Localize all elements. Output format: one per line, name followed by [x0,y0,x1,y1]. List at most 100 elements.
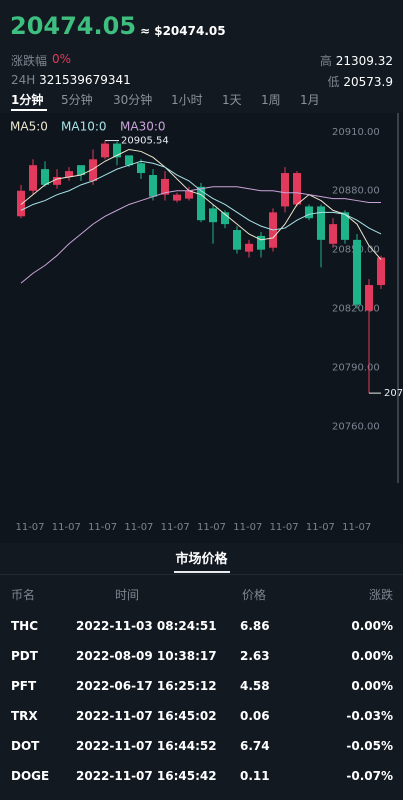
candle-body [197,186,205,221]
divider [0,574,403,575]
cell: TRX [11,709,38,723]
approx-price: ≈ $20474.05 [140,24,226,38]
cell: 6.86 [240,619,270,633]
candle-body [161,178,169,195]
candle-body [137,163,145,174]
max-label: 20905.54 [121,136,169,147]
candle-body [65,171,73,177]
candle-body [377,257,385,286]
section-title: 市场价格 [175,552,228,567]
tab[interactable]: 1小时 [171,93,203,107]
low-label: 低 [327,75,340,89]
y-tick-label: 20820.00 [332,304,380,315]
candle-body [149,175,157,197]
candle-body [353,239,361,305]
high: 高 21309.32 [320,52,393,69]
column-header: 涨跌 [368,588,393,602]
cell: 2022-06-17 16:25:12 [76,679,217,693]
x-tick-label: 11-07 [197,522,226,533]
cell: 0.00% [351,619,393,633]
legend-entry: MA10:0 [61,120,107,134]
y-tick-label: 20910.00 [332,127,380,138]
cell: 0.11 [240,769,270,783]
cell: -0.05% [346,739,393,753]
cell: DOT [11,739,40,753]
ma-line [20,148,382,260]
candle-body [305,206,313,219]
x-tick-label: 11-07 [161,522,190,533]
cell: 2022-11-07 16:44:52 [76,739,217,753]
cell: 2022-08-09 10:38:17 [76,649,217,663]
cell: 2022-11-07 16:45:42 [76,769,217,783]
price: 20474.05 [10,12,137,40]
cell: DOGE [11,769,50,783]
cell: 0.06 [240,709,270,723]
column-header: 币名 [11,588,36,602]
y-tick-label: 20760.00 [332,422,380,433]
low: 低 20573.9 [328,73,393,90]
candle-body [173,194,181,201]
candle-body [221,212,229,225]
candle-body [89,159,97,181]
candle-body [17,190,25,217]
cell: -0.03% [346,709,393,723]
volume-label: 24H [11,73,36,87]
cell: 0.00% [351,649,393,663]
tab[interactable]: 30分钟 [113,93,153,107]
cell: PFT [11,679,37,693]
candle-body [245,243,253,252]
chart: 20760.0020790.0020820.0020850.0020880.00… [0,113,403,543]
ma-line [20,160,382,235]
column-header: 价格 [242,588,267,602]
candle-body [53,176,61,185]
candle-body [329,224,337,244]
x-tick-label: 11-07 [306,522,335,533]
volume-value: 321539679341 [39,73,131,87]
change: 0% [52,52,72,66]
x-tick-label: 11-07 [270,522,299,533]
candle-body [113,143,121,158]
candle-body [77,165,85,176]
candle-body [125,155,133,166]
x-tick-label: 11-07 [233,522,262,533]
tab[interactable]: 1分钟 [11,93,44,107]
x-tick-label: 11-07 [88,522,117,533]
y-tick-label: 20790.00 [332,363,380,374]
candle-body [281,173,289,207]
candle-body [41,169,49,185]
y-tick-label: 20880.00 [332,186,380,197]
tab[interactable]: 5分钟 [61,93,93,107]
candle-body [257,235,265,250]
candle-body [29,165,37,191]
cell: 0.00% [351,679,393,693]
low-value: 20573.9 [343,75,393,89]
cell: PDT [11,649,38,663]
candle-body [209,208,217,223]
high-value: 21309.32 [335,54,393,68]
change-label: 涨跌幅 [11,54,48,68]
tab[interactable]: 1天 [222,93,242,107]
high-label: 高 [319,54,332,68]
candle-body [341,212,349,240]
x-tick-label: 11-07 [124,522,153,533]
tab[interactable]: 1月 [300,93,320,107]
tab-underline [11,109,47,111]
cell: 2022-11-07 16:45:02 [76,709,217,723]
cell: -0.07% [346,769,393,783]
min-label: 20777 [384,388,403,399]
candle-body [293,173,301,205]
column-header: 时间 [115,588,140,602]
section-underline [174,571,230,573]
volume: 24H 321539679341 [11,73,131,87]
x-tick-label: 11-07 [15,522,44,533]
tab[interactable]: 1周 [261,93,281,107]
cell: 2.63 [240,649,270,663]
candle-body [101,143,109,158]
cell: THC [11,619,39,633]
cell: 4.58 [240,679,270,693]
candle-body [185,190,193,199]
candle-body [233,230,241,250]
ma-line [20,186,381,284]
cell: 2022-11-03 08:24:51 [76,619,217,633]
